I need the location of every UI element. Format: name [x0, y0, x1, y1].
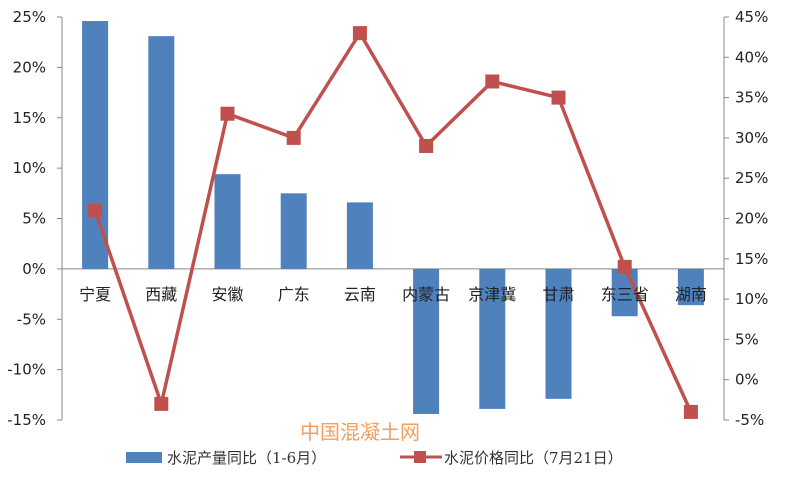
- watermark: 中国混凝土网: [300, 420, 420, 444]
- right-tick-label: -5%: [735, 411, 764, 429]
- bar-内蒙古: [413, 268, 440, 414]
- legend-bar-swatch: [126, 452, 162, 463]
- right-tick-label: 30%: [735, 129, 768, 147]
- legend-line-marker: [414, 451, 426, 463]
- left-tick-label: 5%: [22, 210, 46, 228]
- price-line: [93, 29, 693, 413]
- category-label: 湖南: [675, 285, 707, 304]
- price-marker-西藏: [154, 396, 169, 411]
- price-marker-湖南: [683, 404, 698, 419]
- price-marker-东三省: [617, 259, 632, 274]
- category-label: 广东: [278, 285, 310, 304]
- bar-宁夏: [82, 21, 109, 269]
- bar-京津冀: [479, 268, 506, 409]
- price-marker-甘肃: [551, 90, 566, 105]
- right-tick-label: 5%: [735, 330, 759, 348]
- left-tick-label: 10%: [13, 159, 46, 177]
- category-label: 东三省: [601, 285, 649, 304]
- bar-广东: [280, 193, 307, 269]
- bar-安徽: [214, 174, 241, 269]
- right-tick-label: 10%: [735, 290, 768, 308]
- right-tick-label: 45%: [735, 8, 768, 26]
- right-tick-label: 15%: [735, 250, 768, 268]
- price-marker-云南: [352, 26, 367, 41]
- category-label: 安徽: [211, 285, 243, 304]
- category-label: 云南: [344, 285, 376, 304]
- left-tick-label: 0%: [22, 260, 46, 278]
- bar-甘肃: [545, 268, 572, 399]
- right-tick-label: 0%: [735, 371, 759, 389]
- category-label: 内蒙古: [402, 285, 450, 304]
- price-marker-内蒙古: [419, 138, 434, 153]
- legend-line-label: 水泥价格同比（7月21日）: [444, 449, 623, 467]
- right-tick-label: 25%: [735, 169, 768, 187]
- left-tick-label: -5%: [17, 310, 46, 328]
- category-label: 甘肃: [542, 285, 574, 304]
- left-tick-label: -10%: [7, 361, 46, 379]
- category-label: 宁夏: [79, 285, 111, 304]
- right-tick-label: 40%: [735, 48, 768, 66]
- left-tick-label: 20%: [13, 58, 46, 76]
- legend-bar-label: 水泥产量同比（1-6月）: [167, 449, 326, 467]
- bar-湖南: [677, 268, 704, 306]
- right-tick-label: 35%: [735, 89, 768, 107]
- price-marker-京津冀: [485, 74, 500, 89]
- price-marker-广东: [286, 130, 301, 145]
- price-marker-安徽: [220, 106, 235, 121]
- left-tick-label: 15%: [13, 109, 46, 127]
- price-marker-宁夏: [88, 203, 103, 218]
- bar-云南: [346, 202, 373, 269]
- legend: 水泥产量同比（1-6月） 水泥价格同比（7月21日）: [126, 449, 623, 467]
- right-tick-label: 20%: [735, 210, 768, 228]
- left-tick-label: 25%: [13, 8, 46, 26]
- bar-西藏: [148, 36, 175, 269]
- category-label: 京津冀: [468, 285, 516, 304]
- left-tick-label: -15%: [7, 411, 46, 429]
- bar-东三省: [611, 268, 638, 317]
- category-label: 西藏: [145, 285, 177, 304]
